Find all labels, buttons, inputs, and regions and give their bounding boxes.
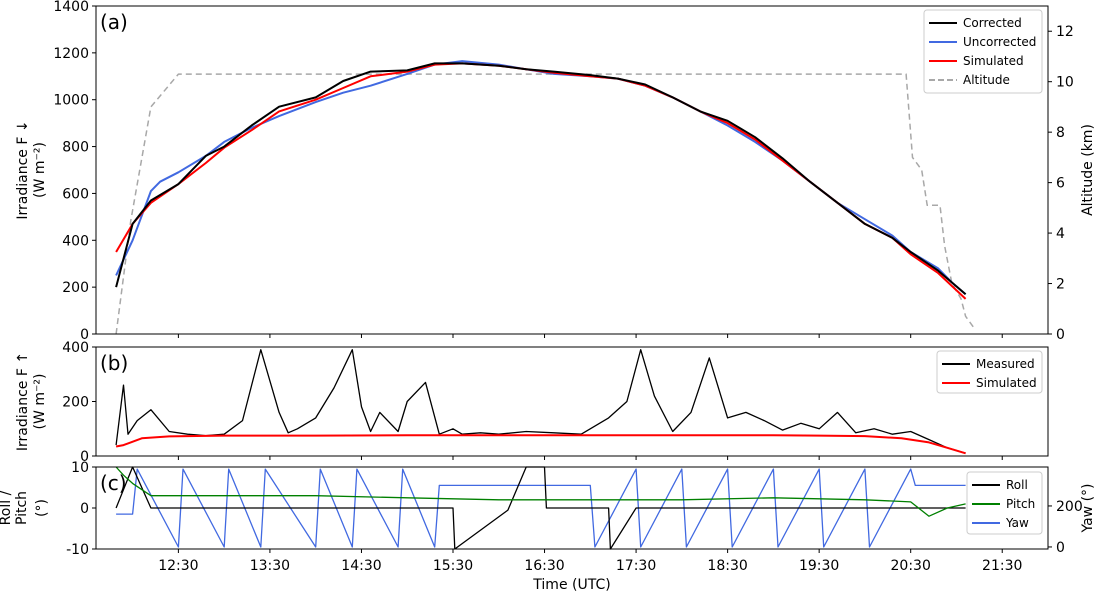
panel-label: (c) — [100, 471, 127, 495]
series-line-yaw — [116, 468, 966, 548]
y2-tick-label: 8 — [1056, 125, 1065, 141]
x-tick-label: 19:30 — [799, 558, 839, 574]
y-tick-label: 10 — [71, 460, 89, 476]
series-line-roll — [115, 466, 966, 550]
y-axis-label: Irradiance F ↑ — [15, 352, 31, 451]
legend-label-roll: Roll — [1006, 478, 1028, 492]
y2-tick-label: 4 — [1056, 226, 1065, 242]
y2-axis-label: Altitude (km) — [1080, 124, 1096, 216]
panel-a: 0 200 400 600 800 1000 1200 1400 0 2 4 6 8 10 12 (a) Irr… — [15, 0, 1096, 343]
series-line-altitude — [115, 73, 976, 335]
legend-box — [923, 9, 1043, 94]
y-axis-unit: (W m⁻²) — [32, 142, 48, 198]
y-tick-label: 400 — [62, 340, 89, 356]
series-line-simulated — [115, 62, 967, 300]
y-tick-label: 800 — [62, 140, 89, 156]
series-line-uncorrected — [115, 60, 967, 295]
y-tick-label: 600 — [62, 186, 89, 202]
x-tick-label: 14:30 — [341, 558, 381, 574]
x-tick-label: 15:30 — [433, 558, 473, 574]
series-line-simulated — [115, 434, 966, 455]
y-tick-label: 1200 — [53, 46, 89, 62]
legend: Roll Pitch Yaw — [966, 471, 1043, 535]
y-tick-label: 400 — [62, 233, 89, 249]
y-axis-unit: (°) — [34, 499, 50, 517]
x-tick-label: 16:30 — [524, 558, 564, 574]
legend-label-pitch: Pitch — [1006, 497, 1035, 511]
x-tick-label: 13:30 — [250, 558, 290, 574]
legend-label-measured: Measured — [976, 357, 1035, 371]
y-tick-label: 0 — [80, 327, 89, 343]
series-line-pitch — [115, 466, 966, 517]
y2-tick-label: 2 — [1056, 277, 1065, 293]
y2-tick-label: 10 — [1056, 75, 1074, 91]
y2-tick-label: 6 — [1056, 176, 1065, 192]
x-tick-label: 18:30 — [707, 558, 747, 574]
panel-b: 0 200 400 (b) Irradiance F ↑ (W m⁻²) Measured S… — [15, 340, 1049, 465]
panel-label: (b) — [100, 351, 128, 375]
y-axis-label: Irradiance F ↓ — [15, 120, 31, 219]
x-tick-label: 17:30 — [616, 558, 656, 574]
x-axis-label: Time (UTC) — [532, 577, 610, 593]
legend-label-uncorrected: Uncorrected — [963, 35, 1036, 49]
legend-label-simulated: Simulated — [976, 376, 1037, 390]
x-tick-label: 12:30 — [158, 558, 198, 574]
y-tick-label: 200 — [62, 280, 89, 296]
series-line-corrected — [115, 62, 967, 295]
y-tick-label: 0 — [80, 501, 89, 517]
legend-label-yaw: Yaw — [1005, 516, 1029, 530]
legend-label-corrected: Corrected — [963, 16, 1022, 30]
legend: Corrected Uncorrected Simulated Altitude — [923, 9, 1043, 94]
y2-axis-label: Yaw (°) — [1080, 483, 1096, 533]
axes-frame — [95, 5, 1049, 335]
y-tick-label: 0 — [80, 449, 89, 465]
y-axis-label: Roll / — [0, 490, 14, 525]
y-tick-label: 1000 — [53, 93, 89, 109]
y-axis-label-line2: Pitch — [14, 491, 30, 525]
y-axis-unit: (W m⁻²) — [32, 374, 48, 430]
y-tick-label: 200 — [62, 395, 89, 411]
legend-label-altitude: Altitude — [963, 73, 1010, 87]
y-tick-label: -10 — [66, 542, 89, 558]
legend-box — [966, 471, 1043, 535]
y-tick-label: 1400 — [53, 0, 89, 15]
panel-label: (a) — [100, 10, 128, 34]
x-tick-label: 20:30 — [891, 558, 931, 574]
y2-tick-label: 200 — [1056, 499, 1083, 515]
legend: Measured Simulated — [936, 350, 1043, 394]
series-line-measured — [115, 349, 966, 454]
legend-label-simulated: Simulated — [963, 54, 1024, 68]
x-tick-label: 21:30 — [982, 558, 1022, 574]
y2-tick-label: 0 — [1056, 327, 1065, 343]
y2-tick-label: 12 — [1056, 24, 1074, 40]
y2-tick-label: 0 — [1056, 540, 1065, 556]
